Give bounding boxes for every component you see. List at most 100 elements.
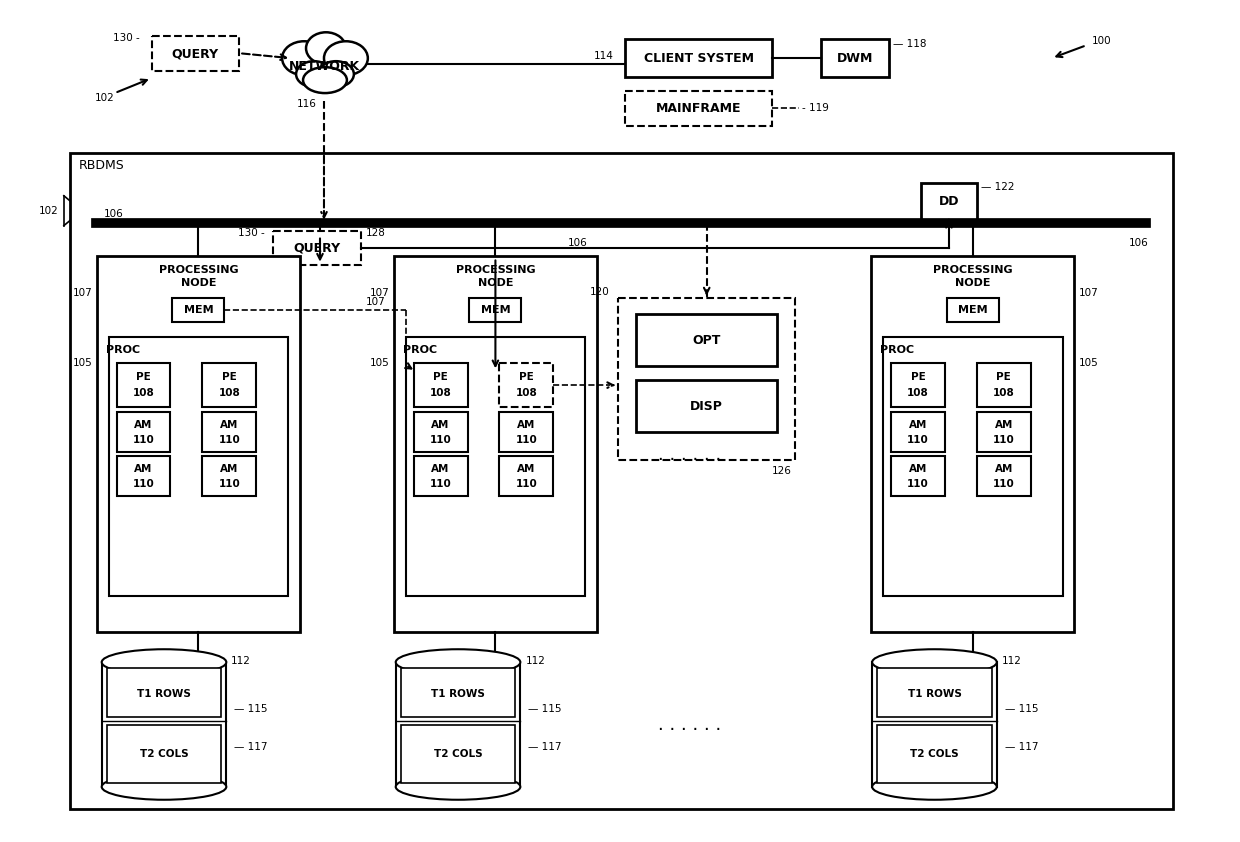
Text: — 117: — 117 (234, 742, 268, 752)
Text: 106: 106 (1128, 237, 1148, 248)
Ellipse shape (872, 649, 997, 675)
Bar (618, 298, 795, 460)
Text: AM: AM (994, 420, 1013, 430)
Text: 130 -: 130 - (238, 227, 265, 237)
Text: 110: 110 (516, 479, 537, 489)
Text: — 122: — 122 (981, 182, 1014, 192)
Text: 110: 110 (133, 435, 155, 445)
Text: PROCESSING: PROCESSING (932, 265, 1013, 275)
Bar (394, 256, 598, 632)
Text: QUERY: QUERY (294, 241, 341, 254)
Text: 107: 107 (1079, 289, 1099, 298)
Text: — 117: — 117 (528, 742, 562, 752)
Text: 110: 110 (133, 479, 155, 489)
Bar (921, 183, 977, 220)
Text: DISP: DISP (691, 400, 723, 413)
Ellipse shape (306, 32, 346, 64)
Text: 110: 110 (908, 479, 929, 489)
Bar (877, 669, 992, 717)
Bar (117, 412, 170, 452)
Text: 112: 112 (526, 656, 546, 666)
Text: 120: 120 (590, 287, 610, 297)
Text: PE: PE (222, 372, 237, 382)
Ellipse shape (317, 61, 353, 87)
Text: . . . . . .: . . . . . . (658, 716, 722, 734)
Text: 112: 112 (232, 656, 252, 666)
Text: 110: 110 (430, 479, 451, 489)
Ellipse shape (396, 774, 521, 800)
Bar (947, 298, 998, 322)
Bar (821, 40, 889, 77)
Bar (414, 456, 467, 496)
Ellipse shape (303, 67, 347, 93)
Bar (500, 412, 553, 452)
Text: PE: PE (518, 372, 533, 382)
Text: T1 ROWS: T1 ROWS (432, 690, 485, 700)
Text: 130 -: 130 - (113, 34, 140, 43)
Text: 107: 107 (73, 289, 93, 298)
Text: PROC: PROC (403, 345, 436, 355)
Text: MEM: MEM (481, 306, 510, 316)
Text: AM: AM (909, 464, 928, 474)
Bar (500, 456, 553, 496)
Text: PE: PE (910, 372, 925, 382)
Text: AM: AM (994, 464, 1013, 474)
Bar (470, 298, 521, 322)
Bar (273, 231, 361, 264)
Text: OPT: OPT (692, 333, 720, 347)
Bar (405, 338, 585, 596)
Bar (977, 412, 1030, 452)
Text: PE: PE (433, 372, 448, 382)
Text: CLIENT SYSTEM: CLIENT SYSTEM (644, 51, 754, 65)
Bar (97, 256, 300, 632)
Text: PROC: PROC (880, 345, 914, 355)
Text: 116: 116 (298, 99, 317, 109)
Bar (636, 380, 777, 432)
Bar (883, 338, 1063, 596)
Text: 100: 100 (1091, 36, 1111, 46)
Text: PROC: PROC (105, 345, 140, 355)
Text: MAINFRAME: MAINFRAME (656, 102, 742, 115)
Text: 126: 126 (771, 466, 791, 476)
Bar (625, 91, 773, 126)
Text: AM: AM (134, 464, 153, 474)
Bar (151, 36, 239, 72)
Bar (625, 40, 773, 77)
Bar (102, 662, 227, 786)
Text: — 115: — 115 (528, 704, 562, 714)
Text: 108: 108 (993, 388, 1014, 398)
Text: 106: 106 (104, 209, 124, 219)
Bar (69, 153, 1173, 808)
Bar (872, 256, 1075, 632)
Text: NODE: NODE (477, 279, 513, 289)
Bar (977, 456, 1030, 496)
Bar (892, 363, 945, 407)
Ellipse shape (102, 774, 227, 800)
Bar (401, 725, 516, 783)
Text: AM: AM (432, 420, 450, 430)
Text: PE: PE (136, 372, 151, 382)
Bar (500, 363, 553, 407)
Text: 110: 110 (218, 435, 241, 445)
Bar (202, 456, 257, 496)
Text: 107: 107 (366, 297, 386, 307)
Ellipse shape (283, 41, 326, 75)
Bar (414, 363, 467, 407)
Text: T2 COLS: T2 COLS (434, 749, 482, 759)
Text: PROCESSING: PROCESSING (455, 265, 536, 275)
Text: DD: DD (939, 195, 960, 208)
Bar (872, 662, 997, 786)
Text: 107: 107 (370, 289, 389, 298)
Text: MEM: MEM (959, 306, 987, 316)
Text: 114: 114 (594, 51, 614, 61)
Text: 102: 102 (94, 93, 114, 103)
Text: T2 COLS: T2 COLS (910, 749, 959, 759)
Ellipse shape (102, 649, 227, 675)
Ellipse shape (296, 61, 332, 87)
Text: 108: 108 (430, 388, 451, 398)
Text: 110: 110 (993, 435, 1014, 445)
Bar (892, 456, 945, 496)
Text: 105: 105 (73, 358, 93, 368)
Text: 108: 108 (133, 388, 155, 398)
Text: AM: AM (517, 420, 536, 430)
